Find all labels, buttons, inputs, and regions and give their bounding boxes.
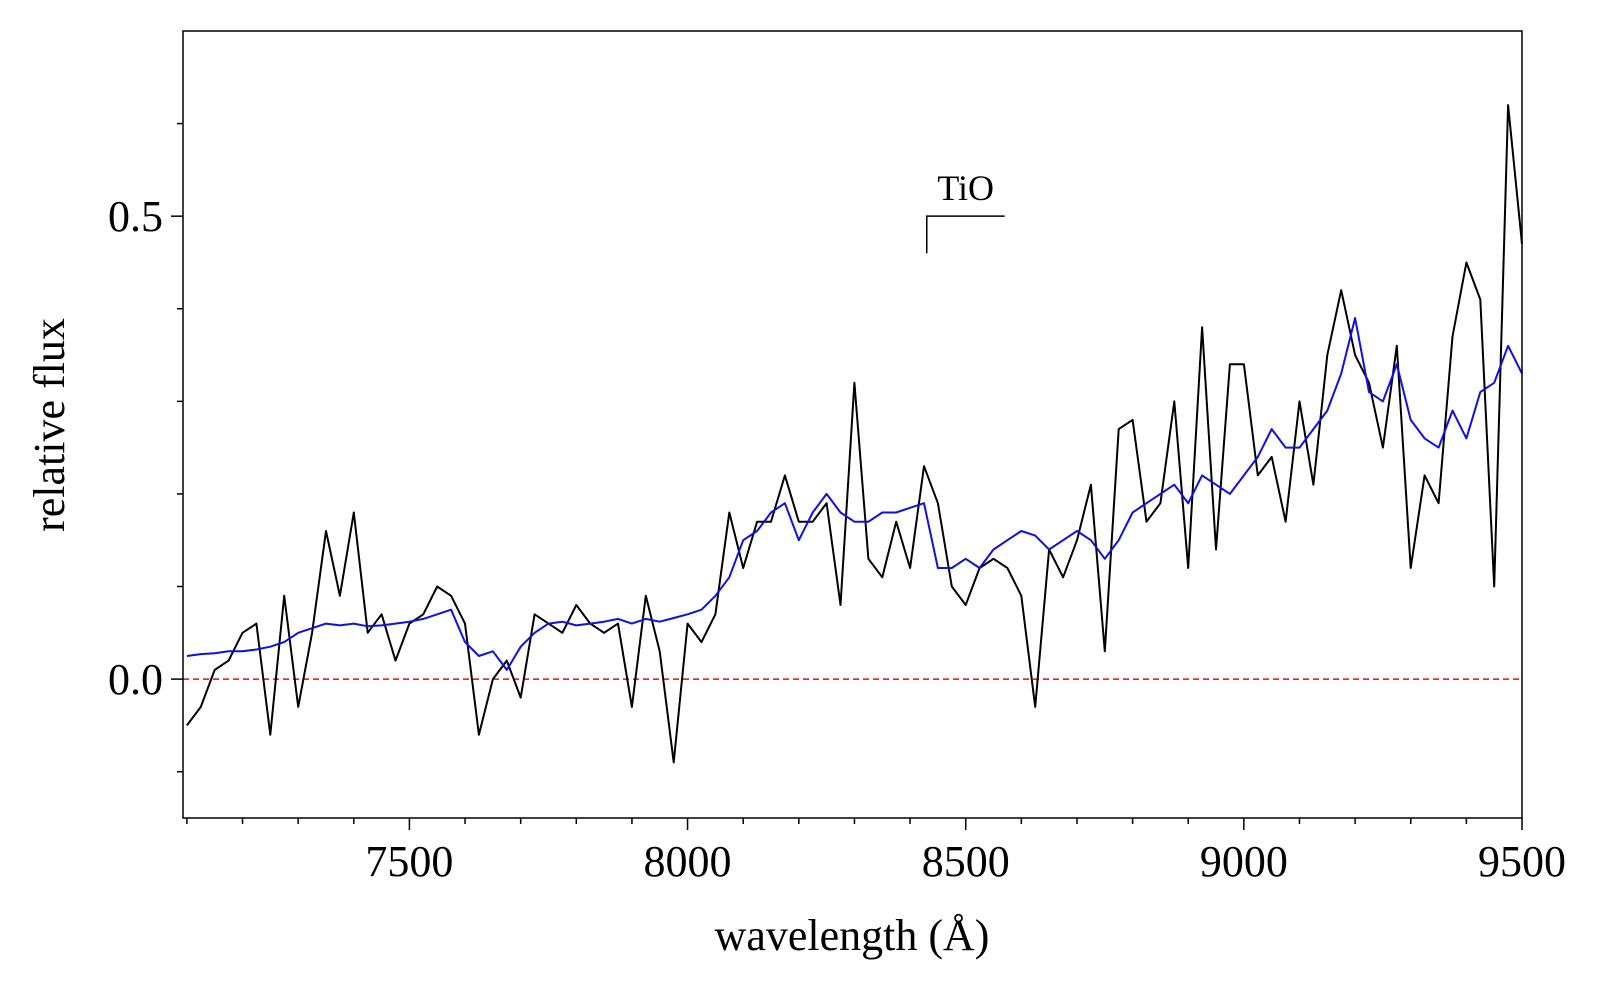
x-tick-label: 8500 [922,837,1010,886]
x-tick-label: 8000 [644,837,732,886]
x-tick-label: 9000 [1200,837,1288,886]
x-tick-label: 9500 [1478,837,1566,886]
x-axis-label: wavelength (Å) [715,911,990,960]
spectrum-line [186,104,1523,764]
annotation-bracket [926,215,1005,254]
plot-frame [182,30,1523,819]
annotation-text: TiO [937,168,994,208]
y-axis-label: relative flux [25,318,74,532]
x-tick-label: 7500 [365,837,453,886]
y-tick-label: 0.0 [108,655,163,704]
y-tick-label: 0.5 [108,192,163,241]
spectrum-line [186,317,1523,671]
